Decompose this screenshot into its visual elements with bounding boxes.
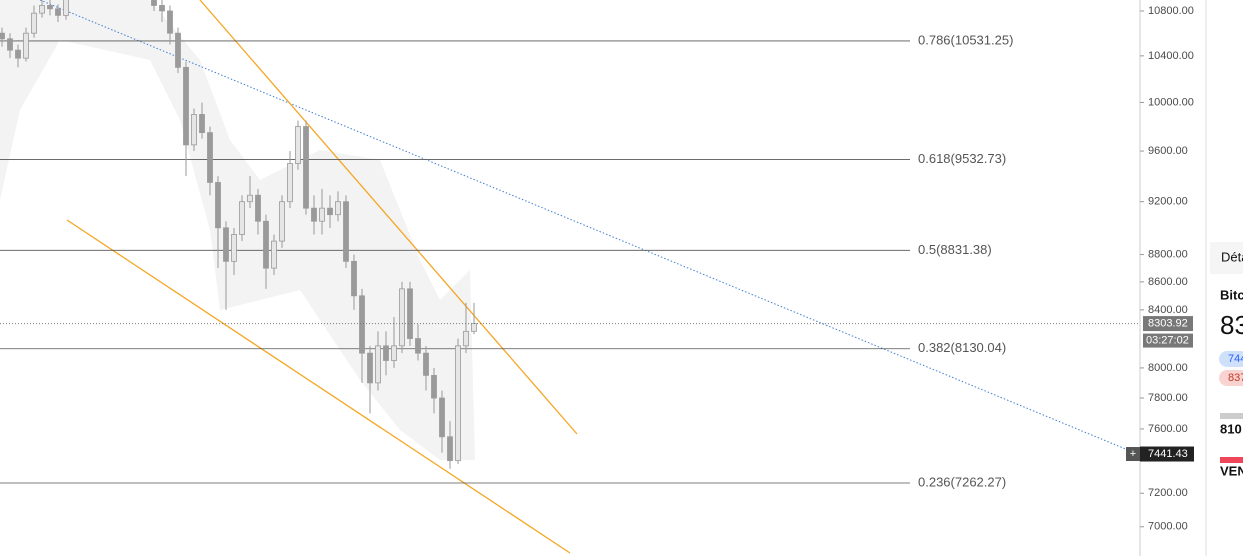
fib-label: 0.618(9532.73) (918, 151, 1006, 166)
candle-body (23, 32, 29, 59)
sell-bar (1220, 457, 1243, 463)
candle-body (199, 114, 205, 134)
y-tick-label: 8800.00 (1148, 248, 1188, 260)
candle-body (167, 10, 173, 34)
candle-body (271, 240, 277, 269)
candle-body (423, 352, 429, 376)
candle-body (47, 5, 53, 10)
symbol: Bitc (1220, 287, 1243, 302)
candle-body (39, 5, 45, 14)
candle-body (471, 323, 477, 332)
candle-body (295, 126, 301, 164)
y-tick-label: 8000.00 (1148, 362, 1188, 374)
candle-body (359, 295, 365, 354)
candle-body (383, 345, 389, 361)
candle-body (191, 114, 197, 146)
candle-body (31, 12, 37, 34)
candle-body (159, 5, 165, 12)
side-price: 83 (1220, 310, 1243, 340)
candle-body (319, 207, 325, 222)
candle-body (407, 288, 413, 339)
side-tab[interactable] (1210, 242, 1243, 274)
channel-line-lower (66, 219, 571, 554)
candle-body (231, 234, 237, 262)
countdown: 03:27:02 (1146, 334, 1189, 346)
y-tick-label: 9200.00 (1148, 196, 1188, 208)
candle-body (255, 194, 261, 222)
last-price-box (1143, 316, 1193, 332)
trend-line-blue (39, 0, 1129, 451)
candle-body (15, 49, 21, 59)
candle-body (287, 163, 293, 203)
y-tick-label: 7200.00 (1148, 487, 1188, 499)
fib-label: 0.236(7262.27) (918, 474, 1006, 489)
candle-body (375, 345, 381, 384)
y-tick-label: 7800.00 (1148, 392, 1188, 404)
bid: 744 (1228, 353, 1243, 365)
candle-body (399, 288, 405, 347)
candle-body (183, 66, 189, 146)
candle-body (263, 220, 269, 269)
candle-body (247, 194, 253, 203)
y-tick-label: 9600.00 (1148, 145, 1188, 157)
side-tab-label: Déta (1221, 249, 1243, 264)
fib-label: 0.786(10531.25) (918, 32, 1013, 47)
cursor-price-box (1140, 446, 1194, 462)
candle-body (391, 345, 397, 361)
ask: 837 (1228, 372, 1243, 384)
ask-pill (1219, 370, 1243, 386)
cursor-icon-box (1126, 447, 1140, 462)
candle-body (327, 207, 333, 216)
level: 810 (1220, 421, 1242, 436)
level-bar (1220, 413, 1243, 419)
y-tick-label: 10400.00 (1148, 50, 1194, 62)
y-tick-label: 8400.00 (1148, 304, 1188, 316)
y-tick-label: 10800.00 (1148, 5, 1194, 17)
candle-body (279, 201, 285, 242)
y-tick-label: 7000.00 (1148, 521, 1188, 533)
sell-action[interactable]: VEN (1220, 463, 1243, 478)
candle-body (335, 201, 341, 216)
candle-body (311, 207, 317, 222)
y-tick-label: 7600.00 (1148, 423, 1188, 435)
channel-line-upper (199, 0, 578, 435)
countdown-box (1143, 333, 1193, 348)
candle-body (439, 397, 445, 438)
candle-body (447, 436, 453, 462)
cursor-price-label: 7441.43 (1148, 448, 1188, 460)
candle-body (207, 132, 213, 183)
candle-body (455, 345, 461, 462)
candle-body (343, 201, 349, 262)
candle-body (223, 227, 229, 262)
candle-body (55, 8, 61, 16)
plot-area: 0.786(10531.25) 0.618(9532.73) 0.5(8831.38… (0, 0, 1140, 554)
candle-body (7, 38, 13, 51)
y-tick-label: 8600.00 (1148, 276, 1188, 288)
cursor-icon: + (1130, 448, 1136, 460)
candle-body (463, 330, 469, 347)
candle-body (303, 126, 309, 209)
candle-body (351, 260, 357, 297)
y-tick-label: 10000.00 (1148, 96, 1194, 108)
last-price-label: 8303.92 (1148, 317, 1188, 329)
fib-label: 0.382(8130.04) (918, 340, 1006, 355)
candle-body (367, 352, 373, 384)
candle-body (151, 0, 157, 6)
bid-pill (1219, 351, 1243, 367)
bollinger-band (0, 0, 475, 460)
fib-label: 0.5(8831.38) (918, 242, 992, 257)
candle-body (239, 201, 245, 235)
candle-body (63, 0, 69, 16)
candle-body (215, 182, 221, 229)
candle-body (415, 338, 421, 354)
candle-body (0, 32, 5, 40)
candle-body (431, 374, 437, 399)
candle-body (175, 32, 181, 68)
